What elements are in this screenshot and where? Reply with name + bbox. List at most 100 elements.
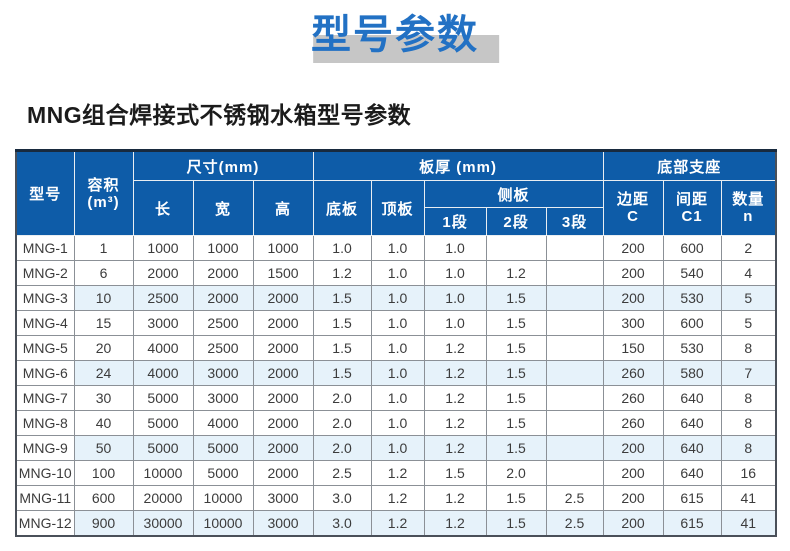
table-cell: 5000: [192, 435, 254, 461]
col-group-dimensions: 尺寸(mm): [132, 150, 314, 181]
title-shadow-block: [313, 35, 500, 63]
table-cell: 1.0: [370, 285, 425, 311]
table-cell: 1.5: [312, 285, 372, 311]
table-cell: 3000: [192, 385, 254, 411]
table-cell: 1.5: [312, 335, 372, 361]
cell-model: MNG-8: [15, 410, 75, 436]
table-cell: 2000: [252, 335, 314, 361]
table-cell: 150: [602, 335, 664, 361]
col-header-edge-c: 边距 C: [602, 180, 664, 236]
table-cell: 8: [720, 335, 777, 361]
table-cell: 2000: [192, 260, 254, 286]
table-row: MNG-10 100 10000 5000 2000 2.5 1.2 1.5 2.0 200 640…: [15, 460, 777, 486]
table-cell: 1000: [132, 235, 194, 261]
quantity-n-label: 数量 n: [732, 191, 764, 225]
table-cell: 615: [662, 485, 722, 511]
table-cell: 1.5: [485, 385, 547, 411]
table-cell: 1500: [252, 260, 314, 286]
table-cell: 1000: [192, 235, 254, 261]
table-cell: 3.0: [312, 510, 372, 537]
table-cell: 2.5: [545, 510, 604, 537]
table-cell: 2.0: [312, 410, 372, 436]
table-cell: 50: [73, 435, 134, 461]
col-header-quantity-n: 数量 n: [720, 180, 777, 236]
table-row: MNG-9 50 5000 5000 2000 2.0 1.0 1.2 1.5 200 640 8: [15, 435, 777, 461]
table-cell: 3000: [132, 310, 194, 336]
col-header-seg2: 2段: [485, 207, 547, 236]
table-cell: 4000: [132, 335, 194, 361]
table-cell: 1.5: [312, 310, 372, 336]
table-cell: [545, 460, 604, 486]
table-row: MNG-11 600 20000 10000 3000 3.0 1.2 1.2 1.5 2.5 20…: [15, 485, 777, 511]
section-title: MNG组合焊接式不锈钢水箱型号参数: [27, 102, 412, 128]
table-cell: 2000: [252, 460, 314, 486]
table-cell: 2.0: [312, 385, 372, 411]
table-cell: 1.5: [485, 485, 547, 511]
table-cell: 10000: [132, 460, 194, 486]
edge-c-label: 边距 C: [617, 191, 649, 225]
table-cell: 615: [662, 510, 722, 537]
col-header-length: 长: [132, 180, 194, 236]
table-cell: 1.2: [423, 360, 487, 386]
table-row: MNG-4 15 3000 2500 2000 1.5 1.0 1.0 1.5 300 600 5: [15, 310, 777, 336]
table-cell: 1.5: [485, 285, 547, 311]
table-cell: 2000: [132, 260, 194, 286]
cell-model: MNG-10: [15, 460, 75, 486]
table-cell: 640: [662, 460, 722, 486]
table-cell: 1.0: [370, 335, 425, 361]
spacing-line1: 间距: [676, 191, 709, 208]
table-cell: 5000: [132, 435, 194, 461]
table-cell: 900: [73, 510, 134, 537]
table-cell: 260: [602, 410, 664, 436]
table-cell: 8: [720, 410, 777, 436]
table-cell: 600: [73, 485, 134, 511]
col-header-bottom-plate: 底板: [312, 180, 372, 236]
page: 型号参数 MNG组合焊接式不锈钢水箱型号参数 型号 容积 (m³) 尺寸(mm) …: [0, 10, 790, 551]
table-cell: 200: [602, 235, 664, 261]
spec-table: 型号 容积 (m³) 尺寸(mm) 板厚 (mm) 底部支座 长 宽 高 底板 顶…: [15, 149, 778, 537]
col-group-support: 底部支座: [602, 150, 777, 181]
table-cell: 16: [720, 460, 777, 486]
col-header-height: 高: [252, 180, 314, 236]
table-cell: 1.5: [485, 510, 547, 537]
cell-model: MNG-4: [15, 310, 75, 336]
qty-line1: 数量: [732, 191, 765, 208]
table-row: MNG-5 20 4000 2500 2000 1.5 1.0 1.2 1.5 150 530 8: [15, 335, 777, 361]
cell-model: MNG-1: [15, 235, 75, 261]
col-group-thickness: 板厚 (mm): [312, 150, 604, 181]
table-cell: 4: [720, 260, 777, 286]
table-cell: 2000: [192, 285, 254, 311]
edge-line1: 边距: [617, 191, 650, 208]
table-cell: 2000: [252, 435, 314, 461]
table-cell: 1.2: [370, 460, 425, 486]
table-cell: 1.2: [423, 385, 487, 411]
table-cell: [545, 260, 604, 286]
table-cell: 5: [720, 310, 777, 336]
table-cell: 2000: [252, 410, 314, 436]
table-cell: 3.0: [312, 485, 372, 511]
table-cell: 640: [662, 410, 722, 436]
table-row: MNG-1 1 1000 1000 1000 1.0 1.0 1.0 200 600 2: [15, 235, 777, 261]
table-cell: 2000: [252, 385, 314, 411]
header-row-1: 型号 容积 (m³) 尺寸(mm) 板厚 (mm) 底部支座: [15, 150, 777, 236]
col-header-seg1: 1段: [423, 207, 487, 236]
col-header-volume: 容积 (m³): [73, 150, 134, 236]
col-header-volume-label: 容积 (m³): [87, 177, 119, 211]
table-cell: 200: [602, 485, 664, 511]
table-cell: 3000: [252, 485, 314, 511]
table-cell: 41: [720, 510, 777, 537]
table-cell: 8: [720, 385, 777, 411]
table-cell: 2: [720, 235, 777, 261]
table-cell: [545, 435, 604, 461]
table-cell: 1.2: [370, 510, 425, 537]
table-cell: 640: [662, 435, 722, 461]
table-cell: 1.0: [423, 310, 487, 336]
table-cell: [545, 385, 604, 411]
table-cell: 1.5: [485, 310, 547, 336]
table-cell: 2.0: [485, 460, 547, 486]
table-cell: [545, 410, 604, 436]
table-cell: 1.5: [485, 410, 547, 436]
table-row: MNG-7 30 5000 3000 2000 2.0 1.0 1.2 1.5 260 640 8: [15, 385, 777, 411]
table-cell: 200: [602, 510, 664, 537]
col-header-spacing-c1: 间距 C1: [662, 180, 722, 236]
